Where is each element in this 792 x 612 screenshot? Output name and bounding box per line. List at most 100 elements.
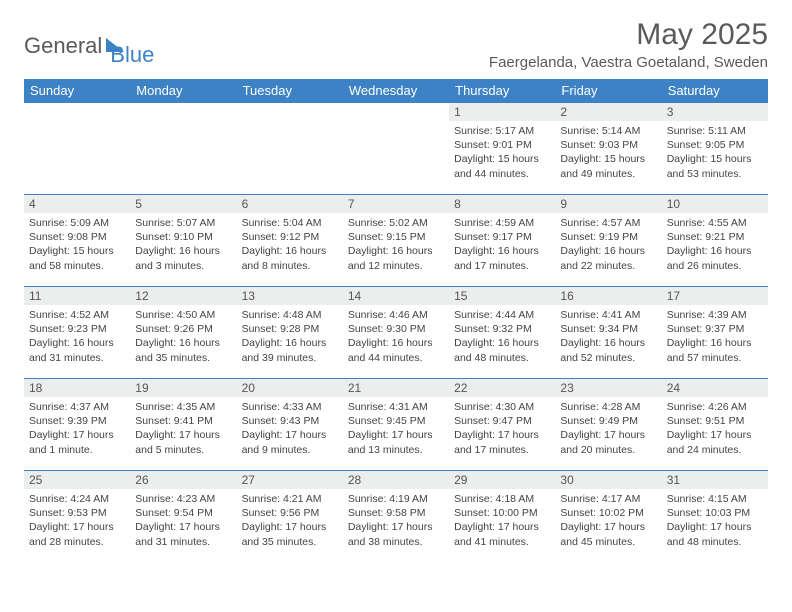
calendar-day-cell [130,103,236,195]
day-info: Sunrise: 4:44 AMSunset: 9:32 PMDaylight:… [449,305,555,369]
day-info: Sunrise: 4:33 AMSunset: 9:43 PMDaylight:… [237,397,343,461]
calendar-week-row: 4Sunrise: 5:09 AMSunset: 9:08 PMDaylight… [24,195,768,287]
sunrise-text: Sunrise: 4:46 AM [348,308,444,322]
sunrise-text: Sunrise: 4:35 AM [135,400,231,414]
day-number: 28 [343,471,449,489]
day-number: 19 [130,379,236,397]
calendar-day-cell [343,103,449,195]
page-header: General Blue May 2025 Faergelanda, Vaest… [24,18,768,71]
logo-text-general: General [24,33,102,59]
daylight-text: Daylight: 16 hours and 8 minutes. [242,244,338,272]
day-number: 10 [662,195,768,213]
sunset-text: Sunset: 9:01 PM [454,138,550,152]
day-info: Sunrise: 4:15 AMSunset: 10:03 PMDaylight… [662,489,768,553]
day-info: Sunrise: 4:26 AMSunset: 9:51 PMDaylight:… [662,397,768,461]
weekday-header: Saturday [662,79,768,103]
daylight-text: Daylight: 16 hours and 26 minutes. [667,244,763,272]
sunset-text: Sunset: 10:00 PM [454,506,550,520]
day-info: Sunrise: 5:07 AMSunset: 9:10 PMDaylight:… [130,213,236,277]
sunrise-text: Sunrise: 4:28 AM [560,400,656,414]
day-info: Sunrise: 4:41 AMSunset: 9:34 PMDaylight:… [555,305,661,369]
sunset-text: Sunset: 9:39 PM [29,414,125,428]
sunrise-text: Sunrise: 4:39 AM [667,308,763,322]
calendar-day-cell: 3Sunrise: 5:11 AMSunset: 9:05 PMDaylight… [662,103,768,195]
day-number: 11 [24,287,130,305]
sunrise-text: Sunrise: 5:04 AM [242,216,338,230]
sunset-text: Sunset: 9:23 PM [29,322,125,336]
logo-text-blue: Blue [110,42,154,68]
calendar-day-cell: 23Sunrise: 4:28 AMSunset: 9:49 PMDayligh… [555,379,661,471]
sunset-text: Sunset: 9:51 PM [667,414,763,428]
day-number: 20 [237,379,343,397]
calendar-day-cell: 1Sunrise: 5:17 AMSunset: 9:01 PMDaylight… [449,103,555,195]
sunset-text: Sunset: 9:54 PM [135,506,231,520]
calendar-day-cell: 28Sunrise: 4:19 AMSunset: 9:58 PMDayligh… [343,471,449,563]
day-info: Sunrise: 4:19 AMSunset: 9:58 PMDaylight:… [343,489,449,553]
calendar-day-cell: 22Sunrise: 4:30 AMSunset: 9:47 PMDayligh… [449,379,555,471]
sunrise-text: Sunrise: 4:17 AM [560,492,656,506]
day-info: Sunrise: 4:48 AMSunset: 9:28 PMDaylight:… [237,305,343,369]
sunrise-text: Sunrise: 5:07 AM [135,216,231,230]
day-number: 4 [24,195,130,213]
daylight-text: Daylight: 17 hours and 9 minutes. [242,428,338,456]
sunset-text: Sunset: 9:45 PM [348,414,444,428]
sunrise-text: Sunrise: 4:19 AM [348,492,444,506]
day-number: 29 [449,471,555,489]
daylight-text: Daylight: 17 hours and 31 minutes. [135,520,231,548]
calendar-day-cell: 26Sunrise: 4:23 AMSunset: 9:54 PMDayligh… [130,471,236,563]
daylight-text: Daylight: 17 hours and 38 minutes. [348,520,444,548]
sunset-text: Sunset: 9:58 PM [348,506,444,520]
daylight-text: Daylight: 17 hours and 17 minutes. [454,428,550,456]
day-info: Sunrise: 4:31 AMSunset: 9:45 PMDaylight:… [343,397,449,461]
title-block: May 2025 Faergelanda, Vaestra Goetaland,… [489,18,768,71]
sunset-text: Sunset: 9:05 PM [667,138,763,152]
calendar-day-cell: 13Sunrise: 4:48 AMSunset: 9:28 PMDayligh… [237,287,343,379]
weekday-header: Tuesday [237,79,343,103]
day-number: 8 [449,195,555,213]
sunset-text: Sunset: 10:03 PM [667,506,763,520]
sunrise-text: Sunrise: 4:24 AM [29,492,125,506]
day-info: Sunrise: 4:55 AMSunset: 9:21 PMDaylight:… [662,213,768,277]
day-number: 17 [662,287,768,305]
day-info: Sunrise: 4:23 AMSunset: 9:54 PMDaylight:… [130,489,236,553]
day-number: 5 [130,195,236,213]
calendar-day-cell: 6Sunrise: 5:04 AMSunset: 9:12 PMDaylight… [237,195,343,287]
sunrise-text: Sunrise: 4:37 AM [29,400,125,414]
day-number: 31 [662,471,768,489]
day-info: Sunrise: 4:17 AMSunset: 10:02 PMDaylight… [555,489,661,553]
sunset-text: Sunset: 9:10 PM [135,230,231,244]
weekday-header: Wednesday [343,79,449,103]
calendar-day-cell [24,103,130,195]
sunrise-text: Sunrise: 4:48 AM [242,308,338,322]
sunrise-text: Sunrise: 4:52 AM [29,308,125,322]
calendar-day-cell: 16Sunrise: 4:41 AMSunset: 9:34 PMDayligh… [555,287,661,379]
daylight-text: Daylight: 17 hours and 41 minutes. [454,520,550,548]
sunset-text: Sunset: 9:49 PM [560,414,656,428]
day-info: Sunrise: 4:39 AMSunset: 9:37 PMDaylight:… [662,305,768,369]
calendar-day-cell [237,103,343,195]
sunset-text: Sunset: 9:34 PM [560,322,656,336]
sunset-text: Sunset: 9:53 PM [29,506,125,520]
day-info: Sunrise: 4:46 AMSunset: 9:30 PMDaylight:… [343,305,449,369]
daylight-text: Daylight: 16 hours and 12 minutes. [348,244,444,272]
day-number: 30 [555,471,661,489]
daylight-text: Daylight: 17 hours and 5 minutes. [135,428,231,456]
calendar-day-cell: 25Sunrise: 4:24 AMSunset: 9:53 PMDayligh… [24,471,130,563]
sunrise-text: Sunrise: 4:30 AM [454,400,550,414]
day-info: Sunrise: 4:21 AMSunset: 9:56 PMDaylight:… [237,489,343,553]
sunset-text: Sunset: 9:41 PM [135,414,231,428]
sunrise-text: Sunrise: 4:33 AM [242,400,338,414]
day-info: Sunrise: 4:28 AMSunset: 9:49 PMDaylight:… [555,397,661,461]
day-info: Sunrise: 4:59 AMSunset: 9:17 PMDaylight:… [449,213,555,277]
calendar-day-cell: 30Sunrise: 4:17 AMSunset: 10:02 PMDaylig… [555,471,661,563]
daylight-text: Daylight: 16 hours and 31 minutes. [29,336,125,364]
day-number: 16 [555,287,661,305]
daylight-text: Daylight: 17 hours and 35 minutes. [242,520,338,548]
calendar-day-cell: 8Sunrise: 4:59 AMSunset: 9:17 PMDaylight… [449,195,555,287]
sunrise-text: Sunrise: 4:18 AM [454,492,550,506]
sunset-text: Sunset: 9:43 PM [242,414,338,428]
day-number: 3 [662,103,768,121]
daylight-text: Daylight: 17 hours and 20 minutes. [560,428,656,456]
daylight-text: Daylight: 16 hours and 3 minutes. [135,244,231,272]
calendar-day-cell: 18Sunrise: 4:37 AMSunset: 9:39 PMDayligh… [24,379,130,471]
